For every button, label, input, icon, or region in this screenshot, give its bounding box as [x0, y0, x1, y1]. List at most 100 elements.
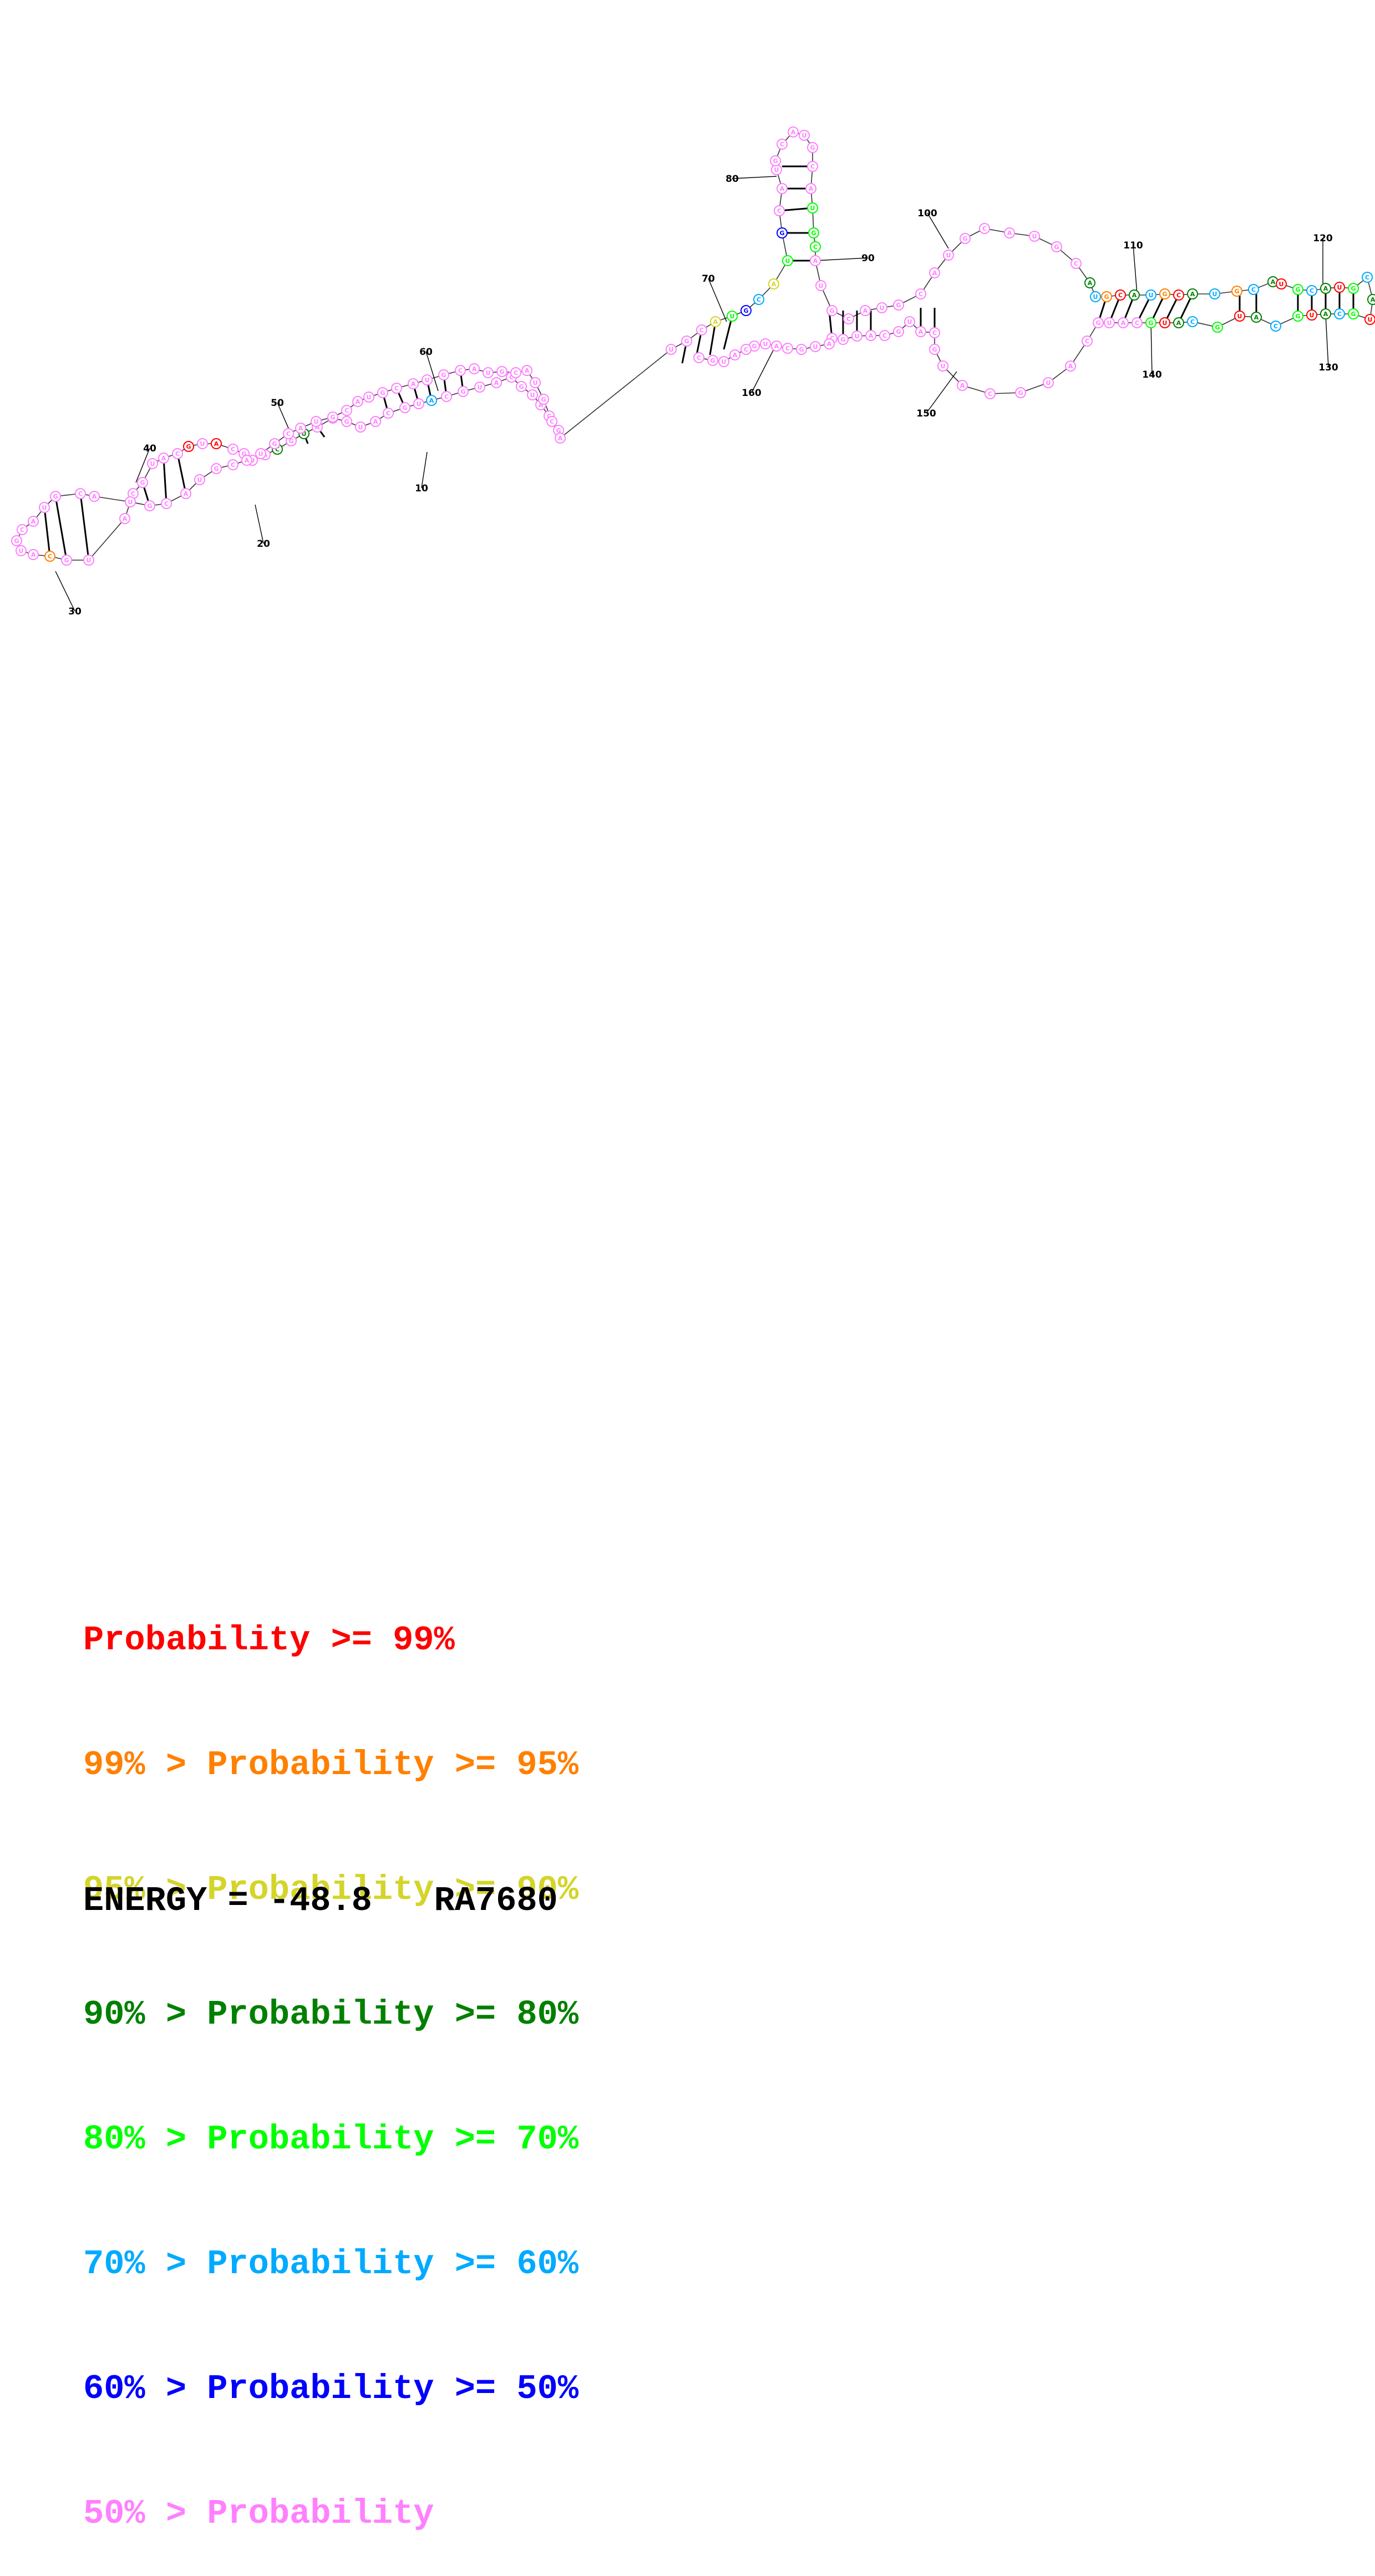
nucleotide-letter: G [1295, 313, 1300, 320]
nucleotide-circle [44, 551, 55, 562]
nucleotide-circle [729, 349, 740, 360]
nucleotide-letter: U [1368, 316, 1373, 323]
nucleotide-letter: G [402, 404, 407, 411]
nucleotide-letter: U [907, 318, 912, 326]
nucleotide-letter: G [14, 537, 19, 545]
nucleotide-letter: A [356, 398, 361, 405]
nucleotide-letter: C [777, 207, 782, 215]
position-tick-lines [55, 176, 1329, 612]
nucleotide-letter: A [558, 435, 563, 442]
nucleotide-circle [843, 313, 854, 324]
legend-row: 50% > Probability [83, 2493, 579, 2534]
nucleotide-letter: A [123, 515, 128, 522]
nucleotide-circle [815, 280, 826, 291]
nucleotide-circle [137, 477, 148, 488]
nucleotide-letter: G [288, 438, 293, 445]
nucleotide-circle [826, 305, 838, 316]
nucleotide-circle [810, 341, 821, 352]
nucleotide-letter: C [48, 553, 52, 560]
position-tick [1325, 314, 1329, 368]
nucleotide-circle [1248, 284, 1259, 295]
nucleotide-letter: G [1148, 319, 1153, 327]
nucleotide-circle [1004, 227, 1015, 238]
nucleotide-letter: A [1271, 278, 1276, 286]
nucleotide-letter: A [1371, 296, 1375, 303]
base-pair-line [43, 507, 51, 557]
nucleotide-letter: U [855, 333, 860, 340]
legend-prefix: 99% > [83, 1745, 207, 1785]
nucleotide-letter: G [214, 465, 219, 472]
nucleotide-circle [61, 555, 72, 566]
nucleotide-circle [255, 448, 266, 459]
nucleotide-letter: G [541, 396, 546, 403]
nucleotide-letter: C [846, 316, 851, 323]
nucleotide-letter: U [941, 363, 946, 370]
nucleotide-circle [718, 356, 729, 367]
nucleotide-circle [1145, 317, 1156, 328]
nucleotide-letter: U [486, 369, 491, 377]
legend-row: 99% > Probability >= 95% [83, 1744, 579, 1786]
position-tick [255, 504, 264, 544]
nucleotide-letter: A [373, 418, 378, 425]
nucleotide-letter: C [882, 332, 887, 339]
position-tick [927, 212, 949, 249]
position-label: 90 [861, 253, 875, 264]
nucleotide-letter: G [147, 502, 152, 510]
nucleotide-circle [929, 327, 940, 338]
nucleotide-circle [158, 453, 169, 464]
nucleotide-letter: C [344, 407, 349, 414]
nucleotide-letter: G [499, 368, 504, 375]
nucleotide-letter: A [809, 185, 814, 192]
position-tick [55, 571, 75, 612]
nucleotide-letter: U [530, 392, 535, 399]
nucleotide-letter: A [1007, 230, 1012, 237]
legend-label: Probability >= 60% [207, 2244, 579, 2284]
position-tick [708, 278, 727, 322]
nucleotide-letter: G [64, 557, 69, 564]
nucleotide-circle [194, 474, 205, 485]
nucleotide-circle [929, 344, 940, 355]
legend-prefix: 95% > [83, 1870, 207, 1909]
position-label: 100 [917, 208, 937, 219]
nucleotide-letter: C [780, 141, 784, 148]
nucleotide-letter: A [214, 440, 219, 448]
nucleotide-circle [879, 330, 890, 341]
nucleotide-circle [50, 491, 61, 502]
nucleotide-letter: C [514, 369, 518, 377]
nucleotide-letter: U [150, 460, 155, 468]
nucleotide-letter: G [1215, 324, 1220, 331]
nucleotide-letter: A [245, 457, 250, 464]
nucleotide-circle [760, 338, 771, 349]
nucleotide-letter: G [1054, 243, 1059, 251]
nucleotide-circle [1270, 321, 1281, 332]
nucleotide-circle [426, 395, 437, 406]
nucleotide-letter: U [785, 257, 790, 265]
nucleotide-letter: C [550, 418, 554, 425]
nucleotide-letter: A [92, 493, 97, 500]
nucleotide-letter: U [1279, 281, 1284, 288]
nucleotide-letter: U [417, 400, 422, 408]
nucleotide-letter: A [1068, 363, 1073, 370]
nucleotide-letter: G [441, 372, 446, 379]
legend-prefix: 60% > [83, 2369, 207, 2409]
nucleotide-letter: U [302, 430, 307, 438]
nucleotide-circle [1145, 289, 1156, 301]
legend-label: Probability >= 80% [207, 1995, 579, 2034]
nucleotide-letter: G [799, 346, 804, 353]
position-tick [1133, 245, 1138, 294]
nucleotide-letter: A [932, 270, 937, 277]
legend-prefix: 80% > [83, 2120, 207, 2159]
nucleotide-circle [327, 411, 338, 423]
position-tick [926, 371, 957, 414]
nucleotide-letter: U [1149, 292, 1154, 299]
nucleotide-circle [1292, 311, 1303, 322]
nucleotide-letter: G [140, 479, 145, 486]
nucleotide-circle [183, 441, 194, 452]
nucleotide-circle [241, 455, 252, 466]
nucleotide-letter: U [763, 341, 768, 348]
nucleotide-circle [1132, 317, 1143, 328]
nucleotide-circle [341, 405, 352, 416]
nucleotide-letter: G [1351, 285, 1356, 292]
nucleotide-letter: U [819, 282, 824, 289]
legend-label: Probability >= 99% [83, 1620, 455, 1660]
